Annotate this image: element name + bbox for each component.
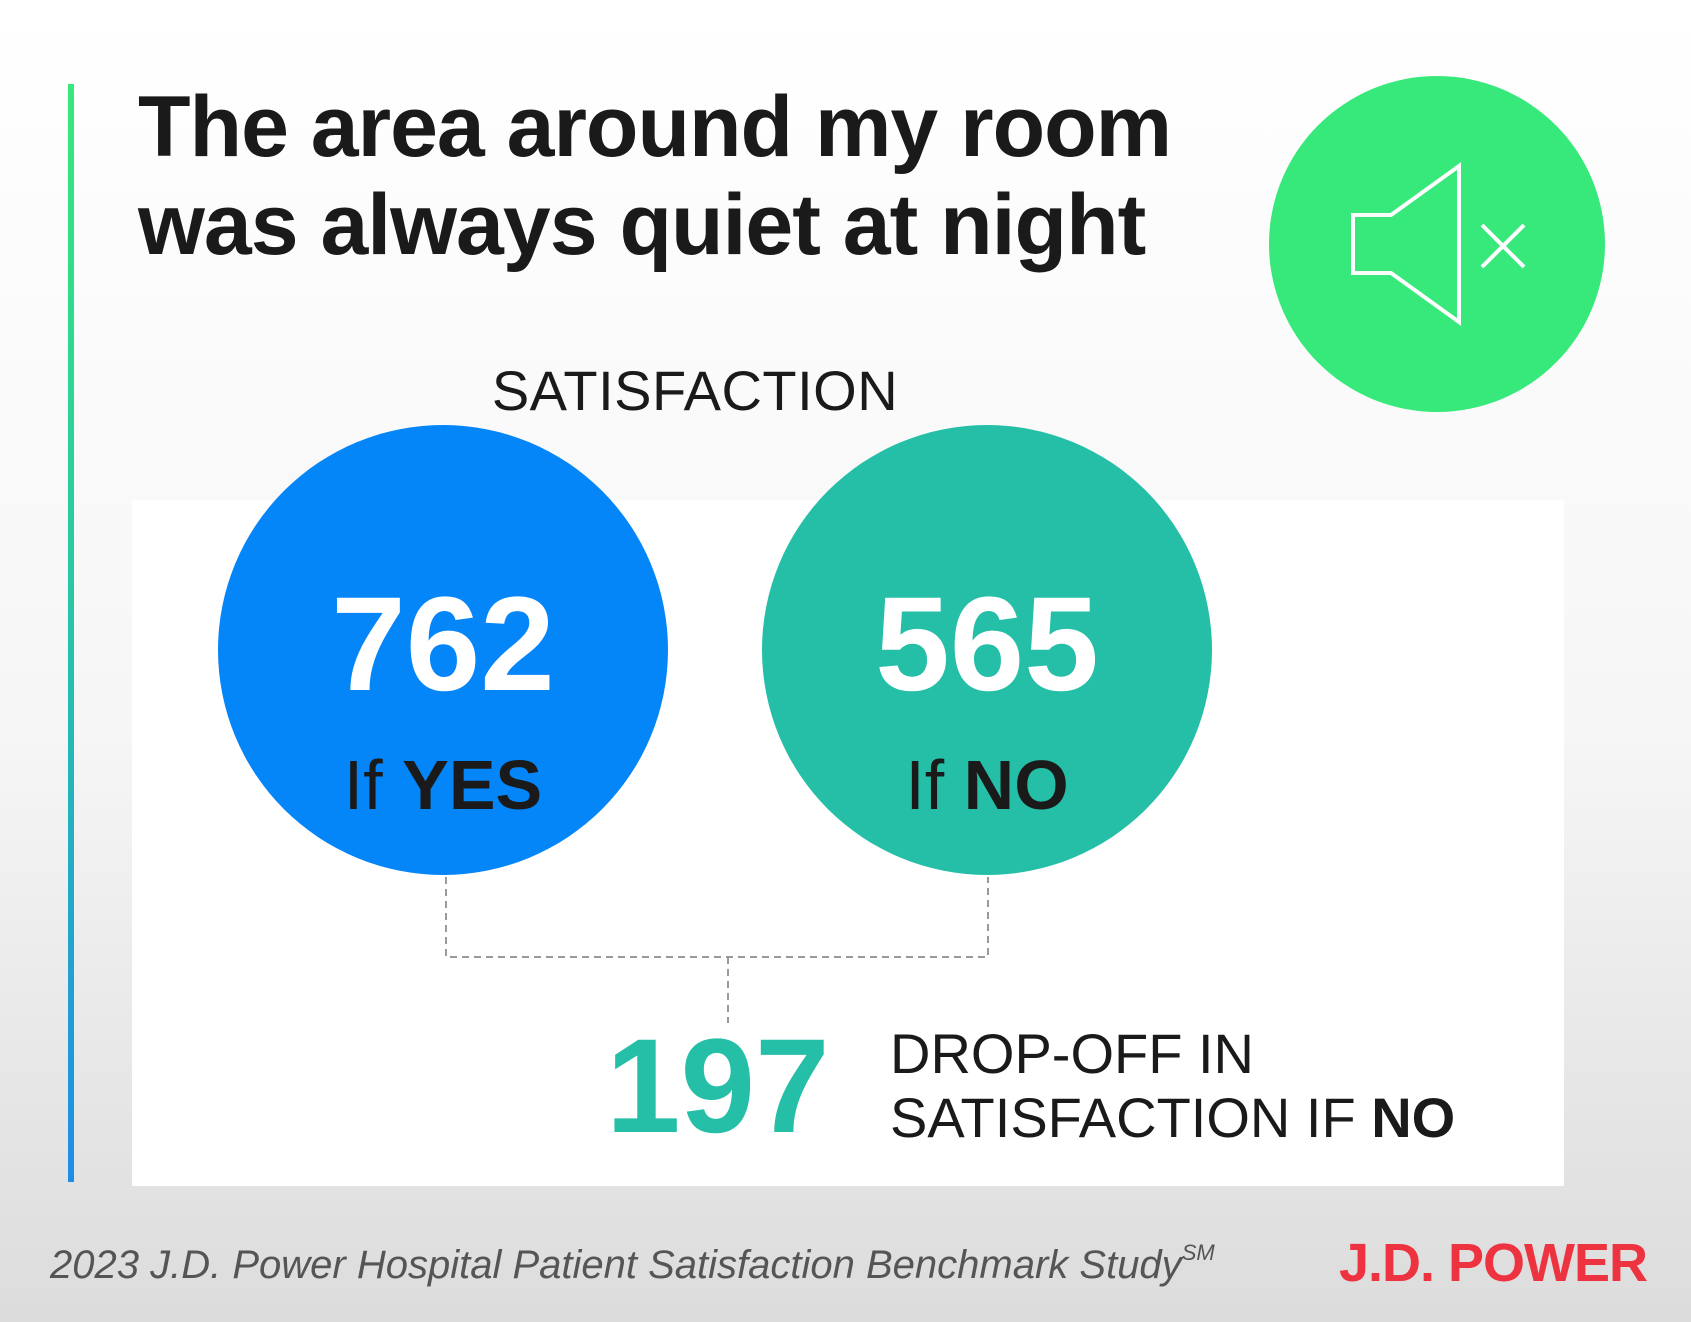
score-yes-answer: YES bbox=[402, 746, 543, 824]
score-yes-caption: If YES bbox=[218, 745, 668, 825]
source-citation-text: 2023 J.D. Power Hospital Patient Satisfa… bbox=[50, 1243, 1182, 1287]
score-no-value: 565 bbox=[875, 570, 1099, 719]
score-no-answer: NO bbox=[963, 746, 1069, 824]
source-citation: 2023 J.D. Power Hospital Patient Satisfa… bbox=[50, 1240, 1215, 1288]
score-no-circle: 565 If NO bbox=[762, 425, 1212, 875]
dropoff-line-2-prefix: SATISFACTION IF bbox=[890, 1086, 1356, 1149]
headline: The area around my room was always quiet… bbox=[138, 78, 1172, 274]
dropoff-value: 197 bbox=[606, 1012, 830, 1161]
headline-line-2: was always quiet at night bbox=[138, 177, 1146, 273]
speaker-muted-icon bbox=[1269, 76, 1605, 412]
jd-power-logo: J.D. POWER bbox=[1338, 1233, 1648, 1293]
accent-bar bbox=[68, 84, 74, 1182]
score-yes-circle: 762 If YES bbox=[218, 425, 668, 875]
score-yes-prefix: If bbox=[343, 746, 383, 824]
score-no-prefix: If bbox=[905, 746, 945, 824]
headline-line-1: The area around my room bbox=[138, 79, 1172, 175]
dropoff-line-2: SATISFACTION IF NO bbox=[890, 1086, 1455, 1150]
score-yes-value: 762 bbox=[331, 570, 555, 719]
dropoff-line-1: DROP-OFF IN bbox=[890, 1022, 1254, 1085]
dropoff-line-2-bold: NO bbox=[1371, 1086, 1456, 1149]
satisfaction-label: SATISFACTION bbox=[491, 359, 899, 422]
speaker-muted-glyph bbox=[1351, 162, 1526, 326]
score-no-caption: If NO bbox=[762, 745, 1212, 825]
service-mark: SM bbox=[1181, 1240, 1215, 1265]
dropoff-description: DROP-OFF IN SATISFACTION IF NO bbox=[890, 1022, 1455, 1150]
